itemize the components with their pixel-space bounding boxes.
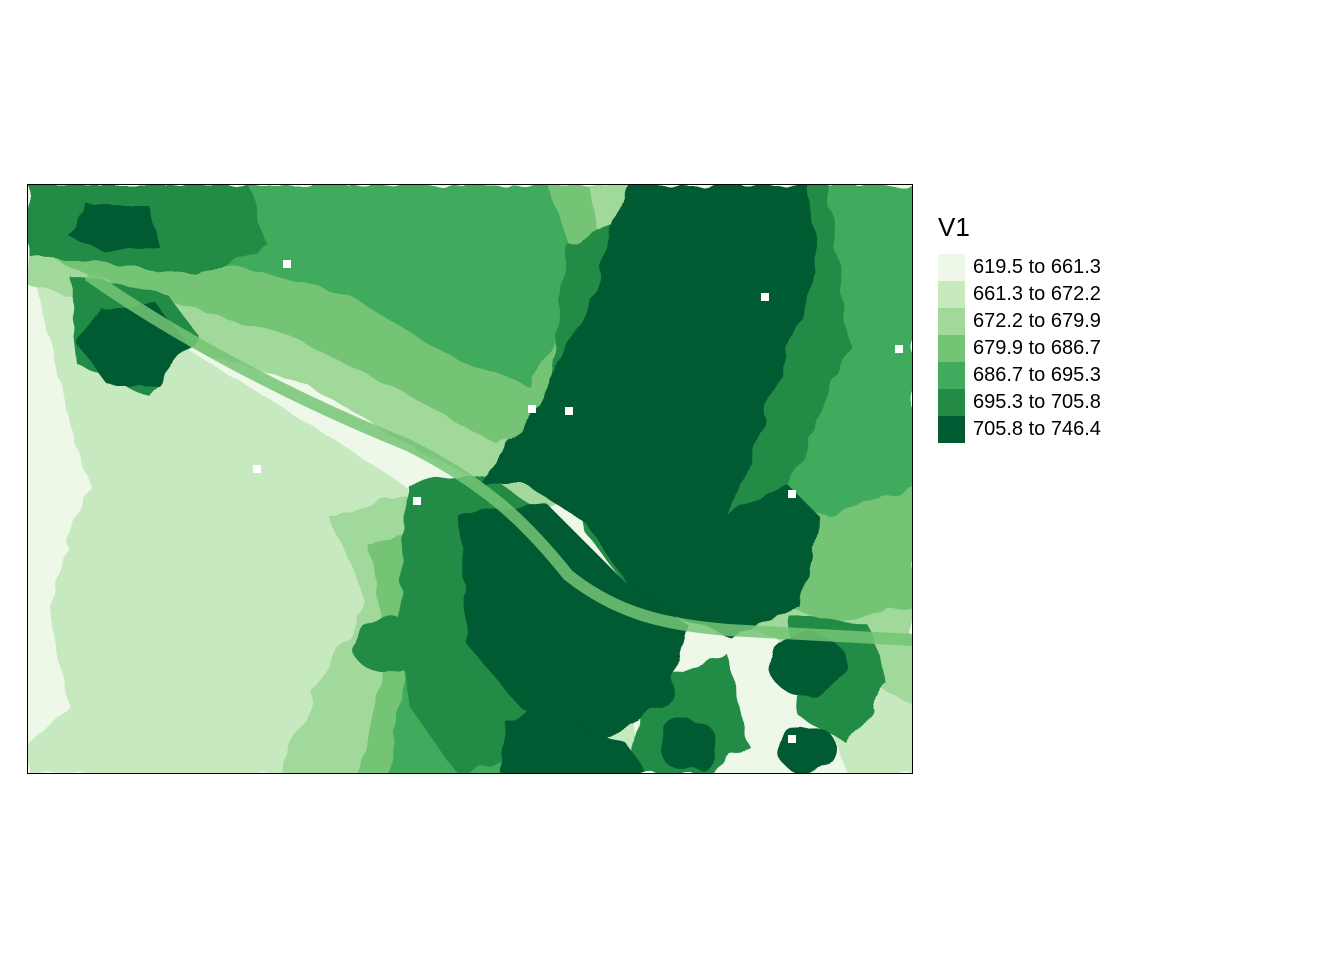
highway-corridor (84, 270, 912, 646)
legend-swatch (938, 416, 965, 443)
legend-item: 686.7 to 695.3 (938, 362, 1101, 389)
legend-swatch (938, 308, 965, 335)
elevation-zone (478, 185, 818, 635)
nodata-cell (895, 345, 903, 353)
legend-item: 619.5 to 661.3 (938, 254, 1101, 281)
elevation-zone (68, 205, 158, 255)
elevation-zone (458, 505, 688, 745)
legend-item: 672.2 to 679.9 (938, 308, 1101, 335)
elevation-raster (28, 185, 912, 773)
nodata-cell (565, 407, 573, 415)
legend-label: 679.9 to 686.7 (973, 337, 1101, 359)
legend: V1 619.5 to 661.3 661.3 to 672.2 672.2 to … (938, 212, 1101, 443)
nodata-cell (788, 490, 796, 498)
nodata-cell (788, 735, 796, 743)
elevation-zone (778, 726, 838, 773)
legend-items: 619.5 to 661.3 661.3 to 672.2 672.2 to 679… (938, 254, 1101, 443)
legend-label: 695.3 to 705.8 (973, 391, 1101, 413)
elevation-zone (658, 719, 718, 771)
elevation-zone (498, 705, 647, 773)
nodata-cell (761, 293, 769, 301)
legend-label: 661.3 to 672.2 (973, 283, 1101, 305)
legend-item: 679.9 to 686.7 (938, 335, 1101, 362)
legend-title: V1 (938, 212, 970, 242)
legend-item: 695.3 to 705.8 (938, 389, 1101, 416)
raster-map (27, 184, 913, 774)
legend-swatch (938, 335, 965, 362)
legend-swatch (938, 389, 965, 416)
legend-swatch (938, 254, 965, 281)
nodata-cell (253, 465, 261, 473)
legend-label: 686.7 to 695.3 (973, 364, 1101, 386)
legend-swatch (938, 362, 965, 389)
nodata-cell (528, 405, 536, 413)
elevation-zone (352, 617, 424, 673)
legend-item: 661.3 to 672.2 (938, 281, 1101, 308)
legend-label: 705.8 to 746.4 (973, 418, 1101, 440)
legend-label: 672.2 to 679.9 (973, 310, 1101, 332)
legend-swatch (938, 281, 965, 308)
nodata-cell (413, 497, 421, 505)
nodata-cell (283, 260, 291, 268)
legend-label: 619.5 to 661.3 (973, 256, 1101, 278)
legend-item: 705.8 to 746.4 (938, 416, 1101, 443)
elevation-zone (768, 635, 848, 695)
